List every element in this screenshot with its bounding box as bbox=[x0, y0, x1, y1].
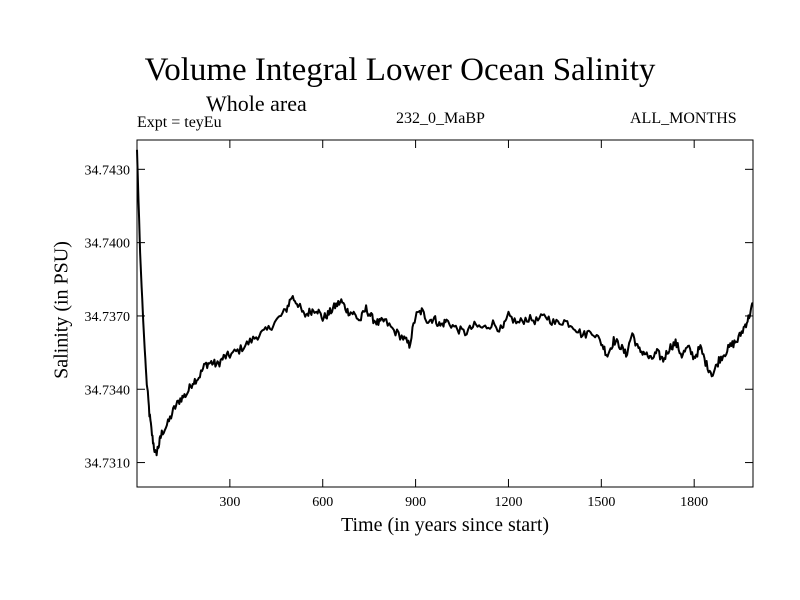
x-tick-label: 900 bbox=[405, 495, 426, 510]
y-tick-label: 34.7430 bbox=[85, 163, 131, 178]
plot-frame bbox=[136, 139, 754, 488]
x-tick-label: 600 bbox=[312, 495, 333, 510]
series-line-salinity bbox=[136, 149, 754, 457]
chart-title: Volume Integral Lower Ocean Salinity bbox=[144, 52, 656, 88]
axis-ticks: 300 600 900 1200 1500 1800 34.7310 34.7340 34.73… bbox=[85, 140, 753, 510]
x-axis-label: Time (in years since start) bbox=[340, 514, 550, 536]
x-tick-label: 1800 bbox=[680, 495, 708, 510]
series-layer bbox=[136, 149, 754, 457]
y-tick-label: 34.7400 bbox=[85, 237, 131, 252]
x-tick-label: 1500 bbox=[587, 495, 615, 510]
chart-subtitle: Whole area bbox=[206, 91, 307, 116]
x-tick-label: 1200 bbox=[494, 495, 522, 510]
x-tick-label: 300 bbox=[219, 495, 240, 510]
y-tick-label: 34.7340 bbox=[85, 383, 131, 398]
y-tick-label: 34.7310 bbox=[85, 457, 131, 472]
y-tick-label: 34.7370 bbox=[85, 310, 131, 325]
experiment-label: Expt = teyEu bbox=[137, 114, 222, 131]
period-label: ALL_MONTHS bbox=[630, 110, 737, 127]
run-label: 232_0_MaBP bbox=[396, 110, 485, 127]
